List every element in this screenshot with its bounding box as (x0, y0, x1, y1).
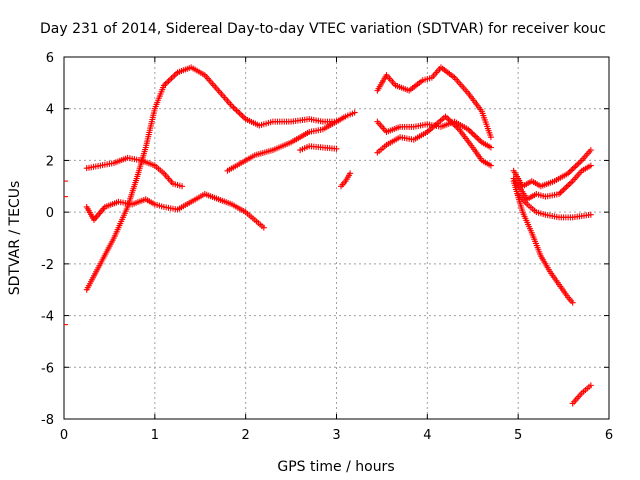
y-tick-label: 0 (46, 206, 54, 221)
y-tick-label: 6 (46, 51, 54, 66)
x-tick-label: 5 (514, 428, 522, 443)
data-point (562, 185, 569, 192)
data-point (474, 135, 481, 142)
series-arc-mid-rise (224, 109, 358, 174)
series-arc-rising-peak (83, 64, 340, 293)
series-edge-ticks (64, 180, 68, 326)
data-point (487, 144, 494, 151)
data-point (563, 183, 570, 190)
series-arc-bottom (569, 382, 594, 407)
data-point (238, 111, 245, 118)
data-point (587, 382, 594, 389)
data-point (568, 179, 575, 186)
data-point (469, 130, 476, 137)
series-arc-short-2-5 (297, 143, 340, 154)
data-point (487, 162, 494, 169)
series-arc-low-0 (83, 191, 267, 231)
data-point (168, 75, 175, 82)
data-point (572, 163, 579, 170)
y-tick-label: -4 (41, 310, 54, 325)
data-point (571, 164, 578, 171)
series-arc-right-2 (510, 162, 594, 203)
y-tick-label: -2 (41, 258, 54, 273)
y-axis-label: SDTVAR / TECUs (7, 181, 23, 296)
data-point (239, 113, 246, 120)
x-tick-label: 6 (605, 428, 613, 443)
y-tick-label: 2 (46, 154, 54, 169)
grid-lines (64, 57, 609, 419)
series-arc-flat-2 (83, 154, 186, 190)
y-tick-label: -8 (41, 413, 54, 428)
data-point (587, 162, 594, 169)
data-point (472, 133, 479, 140)
data-point (587, 147, 594, 154)
data-point (166, 76, 173, 83)
plot-frame (63, 56, 610, 420)
data-point (475, 136, 482, 143)
data-point (444, 114, 451, 121)
data-point (487, 134, 494, 141)
x-tick-label: 2 (242, 428, 250, 443)
data-point (471, 132, 478, 139)
data-point (559, 188, 566, 195)
data-point (569, 299, 576, 306)
x-tick-label: 1 (151, 428, 159, 443)
series-arc-2-5-band (374, 113, 494, 169)
x-tick-label: 3 (332, 428, 340, 443)
x-axis-label: GPS time / hours (277, 459, 394, 475)
data-point (333, 145, 340, 152)
series-arc-right-down (510, 178, 576, 306)
data-point (575, 160, 582, 167)
data-point (230, 104, 237, 111)
data-point (236, 110, 243, 117)
data-point (566, 180, 573, 187)
x-tick-label: 4 (423, 428, 431, 443)
data-point (577, 158, 584, 165)
x-tick-label: 0 (60, 428, 68, 443)
data-points (64, 64, 594, 407)
data-point (351, 109, 358, 116)
data-point (569, 166, 576, 173)
y-tick-label: 4 (46, 103, 54, 118)
data-point (235, 108, 242, 115)
data-point (170, 73, 176, 80)
y-tick-label: -6 (41, 361, 54, 376)
series-arc-tiny (338, 170, 354, 190)
data-point (574, 161, 581, 168)
chart-title: Day 231 of 2014, Sidereal Day-to-day VTE… (40, 21, 606, 37)
data-point (565, 182, 572, 189)
data-point (587, 211, 594, 218)
data-point (165, 78, 172, 85)
data-point (568, 167, 575, 174)
data-point (260, 224, 267, 231)
data-point (560, 186, 567, 193)
series-arc-high-right (374, 64, 494, 141)
data-point (163, 79, 170, 86)
data-point (347, 170, 354, 177)
data-point (468, 129, 475, 136)
axis-ticks: 0 1 2 3 4 5 6 -8 -6 -4 -2 0 2 4 6 (41, 51, 613, 443)
data-point (179, 183, 186, 190)
data-point (232, 106, 239, 113)
data-point (171, 72, 178, 79)
